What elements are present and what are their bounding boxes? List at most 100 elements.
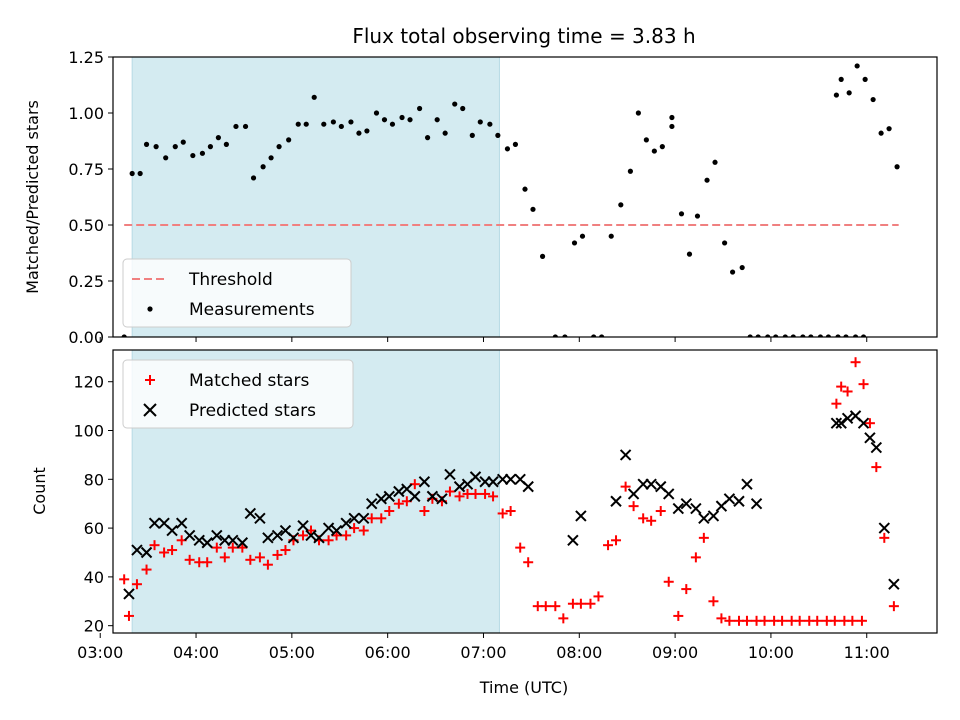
measurement-point	[487, 121, 493, 127]
matched-star-point	[262, 559, 273, 570]
predicted-star-point	[340, 517, 352, 529]
matched-star-point	[358, 525, 369, 536]
predicted-star-point	[193, 534, 205, 547]
measurement-point	[539, 253, 546, 259]
measurement-point	[207, 144, 214, 150]
matched-star-point	[141, 564, 152, 575]
predicted-star-point	[469, 471, 482, 483]
measurement-point	[276, 144, 282, 150]
matched-star-point	[384, 506, 395, 517]
measurement-point	[512, 141, 519, 147]
measurement-point	[137, 170, 143, 177]
measurement-point	[552, 334, 558, 337]
measurement-point	[417, 105, 423, 112]
measurement-point	[694, 213, 701, 219]
measurement-point	[739, 264, 745, 271]
predicted-star-point	[148, 517, 161, 529]
measurement-point	[424, 135, 431, 141]
x-tick-label: 11:00	[844, 643, 890, 662]
predicted-star-point	[375, 493, 387, 505]
measurement-point	[608, 233, 614, 239]
matched-star-point	[131, 579, 142, 590]
measurement-point	[894, 164, 900, 170]
measurement-point	[755, 334, 761, 337]
predicted-star-point	[522, 480, 534, 493]
legend-label: Measurements	[189, 300, 315, 320]
measurement-point	[627, 168, 633, 174]
matched-star-point	[159, 547, 170, 558]
measurement-point	[835, 334, 841, 337]
matched-star-point	[831, 398, 842, 409]
measurement-point	[460, 105, 466, 112]
measurement-point	[477, 119, 483, 125]
predicted-star-point	[262, 532, 274, 544]
measurement-point	[651, 148, 657, 154]
measurement-point	[295, 121, 301, 127]
legend-measurement-swatch	[147, 306, 153, 312]
measurement-point	[635, 110, 641, 116]
matched-star-point	[149, 540, 160, 551]
measurement-point	[190, 152, 196, 159]
matched-star-point	[341, 530, 352, 541]
measurement-point	[833, 92, 839, 98]
matched-star-point	[211, 542, 222, 553]
measurement-point	[356, 130, 362, 136]
matched-star-point	[858, 379, 869, 390]
measurement-point	[579, 233, 586, 239]
predicted-star-point	[348, 512, 360, 525]
measurement-point	[852, 334, 859, 337]
predicted-star-point	[835, 417, 847, 429]
y-tick-label: 0.00	[68, 328, 104, 347]
matched-star-point	[856, 615, 867, 626]
matched-star-point	[419, 506, 430, 517]
matched-star-point	[681, 584, 692, 595]
predicted-star-point	[830, 417, 843, 429]
measurement-point	[286, 137, 292, 143]
matched-star-point	[219, 552, 230, 563]
legend-box	[122, 359, 354, 429]
predicted-star-point	[645, 478, 657, 490]
matched-star-point	[505, 506, 516, 517]
measurement-point	[452, 101, 458, 107]
predicted-star-point	[680, 497, 692, 510]
predicted-star-point	[131, 544, 143, 556]
matched-star-point	[470, 488, 481, 499]
measurement-point	[303, 121, 309, 127]
matched-star-point	[585, 598, 596, 609]
matched-star-point	[575, 598, 586, 609]
predicted-star-point	[487, 476, 499, 488]
legend-label: Matched stars	[189, 371, 309, 391]
measurement-point	[407, 117, 413, 123]
measurement-point	[854, 63, 860, 69]
measurement-point	[659, 144, 665, 150]
matched-star-point	[540, 601, 551, 612]
measurement-point	[223, 141, 229, 147]
predicted-star-point	[409, 490, 421, 503]
predicted-star-point	[575, 510, 587, 522]
x-tick-label: 03:00	[77, 643, 123, 662]
predicted-star-point	[870, 441, 883, 454]
measurement-point	[571, 240, 578, 246]
predicted-star-point	[211, 529, 223, 542]
measurement-point	[469, 132, 475, 138]
measurement-point	[129, 170, 135, 177]
predicted-star-point	[723, 493, 736, 505]
measurement-point	[599, 334, 605, 337]
measurement-point	[562, 334, 568, 337]
predicted-star-point	[287, 532, 300, 544]
measurement-point	[233, 123, 239, 130]
matched-star-point	[716, 613, 727, 624]
measurement-point	[712, 159, 718, 165]
measurement-point	[678, 211, 685, 217]
measurement-point	[765, 334, 771, 337]
measurement-point	[886, 126, 892, 132]
matched-star-point	[298, 530, 309, 541]
predicted-star-point	[271, 529, 284, 542]
measurement-point	[808, 334, 814, 337]
matched-star-point	[611, 535, 622, 546]
predicted-star-point	[426, 490, 439, 503]
measurement-point	[373, 110, 380, 116]
x-tick-label: 10:00	[748, 643, 794, 662]
matched-star-point	[646, 515, 657, 526]
predicted-star-point	[610, 495, 622, 507]
